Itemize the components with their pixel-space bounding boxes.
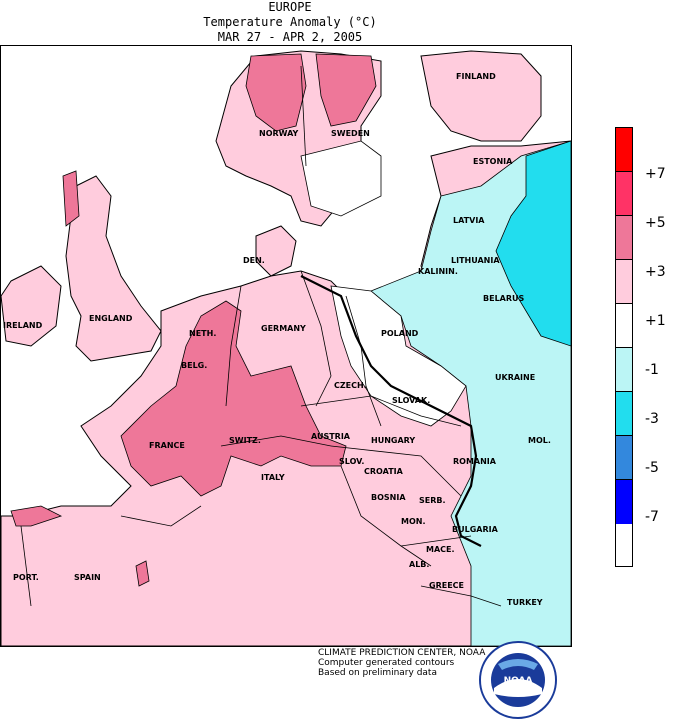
label-belgium: BELG. bbox=[181, 361, 207, 370]
label-hungary: HUNGARY bbox=[371, 436, 415, 445]
legend-tick: -1 bbox=[645, 362, 659, 378]
label-italy: ITALY bbox=[261, 473, 285, 482]
legend-swatch bbox=[616, 304, 632, 348]
label-belarus: BELARUS bbox=[483, 294, 525, 303]
label-romania: ROMANIA bbox=[453, 457, 497, 466]
legend-swatch bbox=[616, 392, 632, 436]
credits-block: CLIMATE PREDICTION CENTER, NOAA Computer… bbox=[318, 648, 485, 678]
credits-line: CLIMATE PREDICTION CENTER, NOAA bbox=[318, 648, 486, 658]
label-spain: SPAIN bbox=[74, 573, 101, 582]
label-moldova: MOL. bbox=[528, 436, 551, 445]
legend-tick: -5 bbox=[645, 460, 659, 476]
country-borders bbox=[20, 65, 502, 607]
label-slovakia: SLOVAK. bbox=[392, 396, 430, 405]
color-legend bbox=[615, 127, 633, 567]
label-estonia: ESTONIA bbox=[473, 157, 513, 166]
legend-tick: -3 bbox=[645, 411, 659, 427]
cold-anomaly-strong bbox=[495, 140, 571, 347]
legend-tick: +3 bbox=[645, 264, 666, 280]
credits-line: Based on preliminary data bbox=[318, 668, 437, 678]
label-norway: NORWAY bbox=[259, 129, 299, 138]
map-canvas: NORWAY SWEDEN FINLAND ESTONIA LATVIA LIT… bbox=[1, 46, 571, 646]
label-denmark: DEN. bbox=[243, 256, 265, 265]
legend-tick: +5 bbox=[645, 215, 666, 231]
label-montenegro: MON. bbox=[401, 517, 426, 526]
label-lithuania: LITHUANIA bbox=[451, 256, 500, 265]
zero-contour-line bbox=[300, 275, 482, 547]
label-portugal: PORT. bbox=[13, 573, 39, 582]
label-macedonia: MACE. bbox=[426, 545, 455, 554]
label-bosnia: BOSNIA bbox=[371, 493, 406, 502]
label-serbia: SERB. bbox=[419, 496, 446, 505]
noaa-logo-text: NOAA bbox=[504, 676, 533, 686]
label-croatia: CROATIA bbox=[364, 467, 404, 476]
legend-swatch bbox=[616, 260, 632, 304]
label-poland: POLAND bbox=[381, 329, 419, 338]
legend-swatch bbox=[616, 480, 632, 524]
label-england: ENGLAND bbox=[89, 314, 133, 323]
legend-swatch bbox=[616, 348, 632, 392]
label-germany: GERMANY bbox=[261, 324, 306, 333]
label-finland: FINLAND bbox=[456, 72, 496, 81]
label-netherlands: NETH. bbox=[189, 329, 216, 338]
country-labels: NORWAY SWEDEN FINLAND ESTONIA LATVIA LIT… bbox=[3, 72, 551, 607]
legend-tick: +1 bbox=[645, 313, 666, 329]
warm-anomaly-medium bbox=[10, 53, 377, 587]
neutral-anomaly bbox=[300, 140, 467, 427]
label-latvia: LATVIA bbox=[453, 216, 485, 225]
label-czech: CZECH. bbox=[334, 381, 367, 390]
label-kaliningrad: KALININ. bbox=[418, 267, 458, 276]
label-ukraine: UKRAINE bbox=[495, 373, 535, 382]
legend-swatch bbox=[616, 128, 632, 172]
map-period-title: MAR 27 - APR 2, 2005 bbox=[217, 30, 363, 44]
legend-swatch bbox=[616, 172, 632, 216]
map-region-title: EUROPE bbox=[268, 0, 312, 14]
legend-tick: -7 bbox=[645, 509, 659, 525]
label-ireland: IRELAND bbox=[3, 321, 43, 330]
label-albania: ALB. bbox=[409, 560, 429, 569]
label-slovenia: SLOV. bbox=[339, 457, 364, 466]
legend-tick: +7 bbox=[645, 166, 666, 182]
legend-swatch bbox=[616, 436, 632, 480]
label-sweden: SWEDEN bbox=[331, 129, 370, 138]
credits-line: Computer generated contours bbox=[318, 658, 455, 668]
label-turkey: TURKEY bbox=[507, 598, 543, 607]
label-austria: AUSTRIA bbox=[311, 432, 351, 441]
noaa-logo-icon: NOAA bbox=[479, 641, 557, 719]
label-france: FRANCE bbox=[149, 441, 185, 450]
label-bulgaria: BULGARIA bbox=[452, 525, 499, 534]
label-switzerland: SWITZ. bbox=[229, 436, 261, 445]
anomaly-map: NORWAY SWEDEN FINLAND ESTONIA LATVIA LIT… bbox=[0, 45, 572, 647]
map-variable-title: Temperature Anomaly (°C) bbox=[203, 15, 377, 29]
legend-swatch bbox=[616, 216, 632, 260]
noaa-logo: NOAA bbox=[478, 640, 558, 720]
label-greece: GREECE bbox=[429, 581, 464, 590]
